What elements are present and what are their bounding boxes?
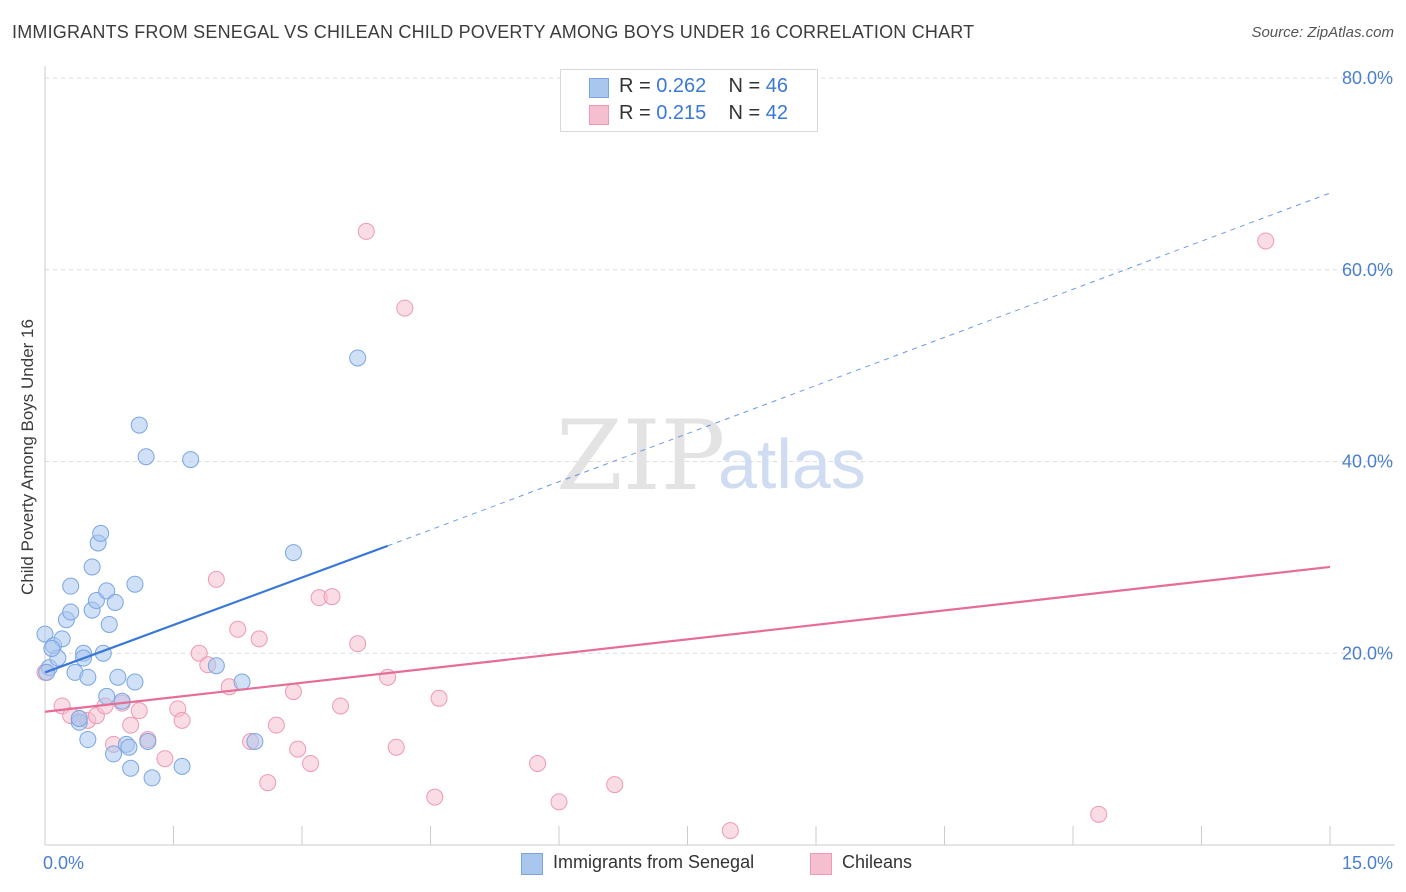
data-point-senegal xyxy=(109,668,127,686)
series-chileans xyxy=(36,222,1275,840)
data-point-senegal xyxy=(92,524,110,542)
y-tick-label: 80.0% xyxy=(1342,68,1393,88)
data-point-senegal xyxy=(106,593,124,611)
data-point-senegal xyxy=(70,709,88,727)
data-point-chileans xyxy=(156,750,174,768)
data-point-senegal xyxy=(284,544,302,562)
legend-swatch-senegal xyxy=(589,78,609,98)
data-point-senegal xyxy=(100,615,118,633)
data-point-senegal xyxy=(126,575,144,593)
data-point-senegal xyxy=(113,692,131,710)
data-point-chileans xyxy=(323,588,341,606)
x-tick-label-max: 15.0% xyxy=(1342,853,1393,873)
data-point-chileans xyxy=(1257,232,1275,250)
y-tick-label: 60.0% xyxy=(1342,260,1393,280)
legend-swatch-senegal xyxy=(521,853,543,875)
data-point-chileans xyxy=(426,788,444,806)
data-point-chileans xyxy=(122,716,140,734)
y-tick-label: 40.0% xyxy=(1342,452,1393,472)
data-point-senegal xyxy=(126,673,144,691)
data-point-chileans xyxy=(396,299,414,317)
data-point-senegal xyxy=(62,577,80,595)
data-point-chileans xyxy=(332,697,350,715)
data-point-chileans xyxy=(250,630,268,648)
data-point-chileans xyxy=(302,755,320,773)
data-point-chileans xyxy=(289,740,307,758)
data-point-senegal xyxy=(120,738,138,756)
series-senegal xyxy=(36,349,367,787)
data-point-senegal xyxy=(79,668,97,686)
data-point-chileans xyxy=(190,644,208,662)
stats-text-senegal: R = 0.262 N = 46 xyxy=(619,75,788,98)
data-point-chileans xyxy=(130,702,148,720)
n-label: N = xyxy=(728,75,761,97)
data-point-chileans xyxy=(387,738,405,756)
chart-source: Source: ZipAtlas.com xyxy=(1251,24,1394,41)
data-point-chileans xyxy=(173,711,191,729)
trend-line-senegal xyxy=(44,544,389,674)
data-point-chileans xyxy=(284,683,302,701)
n-label: N = xyxy=(728,102,761,124)
data-point-senegal xyxy=(98,687,116,705)
data-point-senegal xyxy=(233,673,251,691)
data-point-chileans xyxy=(430,689,448,707)
data-point-senegal xyxy=(349,349,367,367)
legend-label-chileans: Chileans xyxy=(842,852,913,872)
data-point-senegal xyxy=(207,657,225,675)
x-tick-label-min: 0.0% xyxy=(43,853,84,873)
trend-line-chileans xyxy=(44,565,1331,713)
axis-labels: 20.0% 40.0% 60.0% 80.0% 0.0% 15.0% Child Pover… xyxy=(18,68,1393,873)
data-point-senegal xyxy=(62,603,80,621)
data-point-chileans xyxy=(721,822,739,840)
r-value: 0.262 xyxy=(656,75,707,97)
axes xyxy=(44,66,1395,846)
chart-title: IMMIGRANTS FROM SENEGAL VS CHILEAN CHILD… xyxy=(12,22,975,42)
data-point-senegal xyxy=(43,639,61,657)
n-value: 46 xyxy=(765,75,789,97)
trend-line-senegal-extended xyxy=(387,192,1331,547)
grid-lines xyxy=(45,77,1395,654)
data-point-senegal xyxy=(36,625,54,643)
data-point-senegal xyxy=(182,451,200,469)
watermark-atlas: atlas xyxy=(718,425,866,503)
data-point-chileans xyxy=(207,570,225,588)
data-point-senegal xyxy=(139,732,157,750)
trend-lines xyxy=(44,192,1331,713)
data-point-senegal xyxy=(130,416,148,434)
data-point-senegal xyxy=(246,732,264,750)
data-point-senegal xyxy=(83,558,101,576)
data-point-chileans xyxy=(349,635,367,653)
data-point-chileans xyxy=(606,776,624,794)
data-point-senegal xyxy=(173,757,191,775)
y-axis-title: Child Poverty Among Boys Under 16 xyxy=(18,319,37,595)
legend-swatch-chileans xyxy=(589,105,609,125)
y-tick-label: 20.0% xyxy=(1342,643,1393,663)
r-label: R = xyxy=(619,102,651,124)
r-label: R = xyxy=(619,75,651,97)
legend-swatch-chileans xyxy=(810,853,832,875)
n-value: 42 xyxy=(765,102,789,124)
data-point-senegal xyxy=(105,745,123,763)
data-point-chileans xyxy=(357,222,375,240)
data-point-senegal xyxy=(143,769,161,787)
data-point-chileans xyxy=(259,774,277,792)
data-point-chileans xyxy=(229,620,247,638)
data-point-senegal xyxy=(137,448,155,466)
data-point-chileans xyxy=(267,716,285,734)
legend-label-senegal: Immigrants from Senegal xyxy=(553,852,755,872)
data-point-chileans xyxy=(529,755,547,773)
watermark: ZIP atlas xyxy=(556,400,866,512)
data-point-chileans xyxy=(550,793,568,811)
stats-text-chileans: R = 0.215 N = 42 xyxy=(619,102,788,125)
data-point-senegal xyxy=(98,582,116,600)
r-value: 0.215 xyxy=(656,102,707,124)
data-point-chileans xyxy=(1090,805,1108,823)
data-point-senegal xyxy=(79,731,97,749)
data-point-senegal xyxy=(122,759,140,777)
watermark-zip: ZIP xyxy=(556,400,725,512)
stats-legend: R = 0.262 N = 46 R = 0.215 N = 42 xyxy=(560,69,818,132)
